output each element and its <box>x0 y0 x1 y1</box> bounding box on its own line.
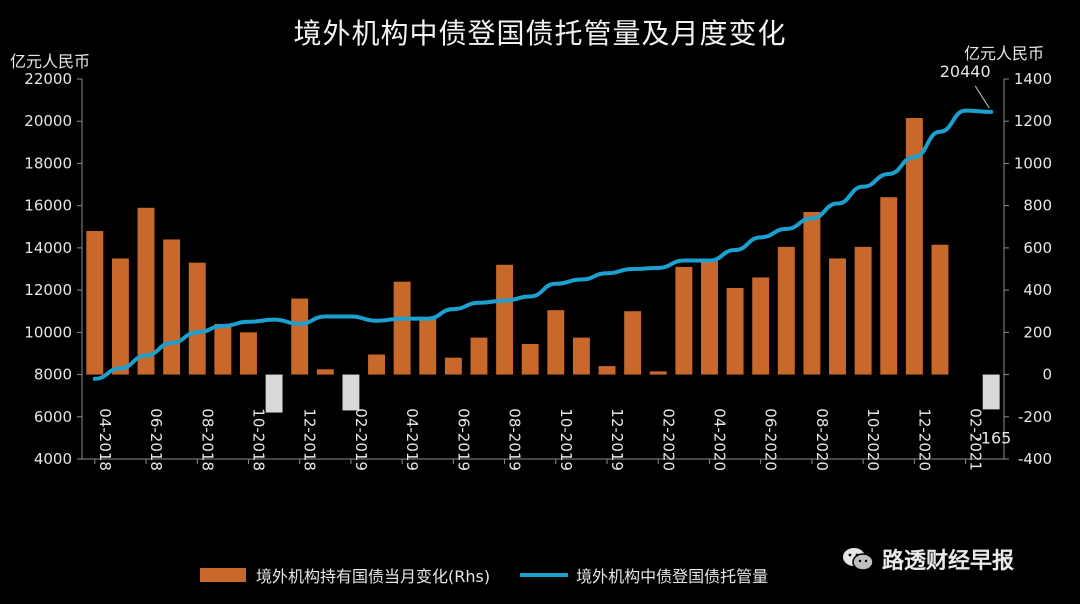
left-tick-label: 16000 <box>24 197 72 215</box>
bar-end-value-label: -165 <box>975 428 1011 447</box>
bar <box>86 231 104 375</box>
bar <box>265 374 283 413</box>
bar <box>521 343 539 375</box>
wechat-icon <box>843 548 874 571</box>
x-tick-label: 08-2019 <box>506 408 524 471</box>
x-tick-label: 04-2019 <box>403 408 421 471</box>
bar <box>726 288 744 375</box>
left-tick-label: 4000 <box>34 450 72 468</box>
holdings-line <box>92 108 994 381</box>
bar <box>342 374 360 411</box>
x-tick-label: 12-2018 <box>301 408 319 471</box>
right-tick-label: 600 <box>1023 239 1052 257</box>
x-tick-label: 10-2019 <box>557 408 575 471</box>
left-tick-label: 12000 <box>24 281 72 299</box>
source-label: 路透财经早报 <box>882 549 1015 574</box>
right-tick-label: 1200 <box>1014 112 1052 130</box>
right-axis-unit: 亿元人民币 <box>963 44 1044 63</box>
bar <box>598 366 616 375</box>
annotation-leader-line <box>974 85 990 109</box>
bar <box>752 277 770 375</box>
legend: 境外机构持有国债当月变化(Rhs) 境外机构中债登国债托管量 <box>200 562 920 588</box>
x-tick-label: 12-2019 <box>608 408 626 471</box>
x-tick-label: 06-2020 <box>762 408 780 471</box>
right-tick-label: 800 <box>1023 197 1052 215</box>
x-tick-label: 10-2020 <box>864 408 882 471</box>
bar <box>393 281 411 375</box>
x-tick-label: 08-2018 <box>198 408 216 471</box>
bar <box>547 310 565 375</box>
source-badge: 路透财经早报 <box>842 542 1062 576</box>
bar <box>854 246 872 375</box>
legend-bar-swatch <box>200 568 246 582</box>
x-tick-label: 02-2020 <box>659 408 677 471</box>
bar <box>649 371 667 375</box>
right-tick-label: 1400 <box>1014 70 1052 88</box>
bar <box>419 317 437 375</box>
legend-line-swatch <box>520 573 569 577</box>
x-tick-label: 02-2021 <box>967 408 985 471</box>
bar <box>675 266 693 375</box>
left-tick-label: 8000 <box>34 366 72 384</box>
line-end-value-label: 20440 <box>940 62 991 81</box>
chart-title: 境外机构中债登国债托管量及月度变化 <box>293 17 787 50</box>
left-tick-label: 18000 <box>24 154 72 172</box>
x-tick-label: 02-2019 <box>352 408 370 471</box>
bar <box>624 311 642 375</box>
bar <box>137 207 155 375</box>
bar <box>803 212 821 375</box>
legend-line-label: 境外机构中债登国债托管量 <box>576 567 769 586</box>
right-tick-label: 200 <box>1023 323 1052 341</box>
left-tick-label: 20000 <box>24 112 72 130</box>
left-tick-label: 14000 <box>24 239 72 257</box>
bar <box>188 262 206 375</box>
bar <box>931 244 949 375</box>
left-tick-label: 6000 <box>34 408 72 426</box>
right-tick-label: -200 <box>1018 408 1052 426</box>
bar <box>572 337 590 375</box>
left-axis-unit: 亿元人民币 <box>10 52 91 71</box>
bar <box>214 323 232 375</box>
x-tick-label: 04-2020 <box>710 408 728 471</box>
x-tick-label: 06-2019 <box>454 408 472 471</box>
bar <box>316 369 334 375</box>
right-tick-label: -400 <box>1018 450 1052 468</box>
bar <box>240 332 257 375</box>
bar <box>470 337 488 375</box>
x-tick-label: 08-2020 <box>813 408 831 471</box>
right-tick-label: 0 <box>1042 366 1052 384</box>
bar <box>777 246 795 375</box>
bar <box>905 118 923 375</box>
x-tick-label: 10-2018 <box>249 408 267 471</box>
right-tick-label: 1000 <box>1014 154 1052 172</box>
bar <box>829 258 846 375</box>
bar <box>291 298 309 375</box>
bar <box>111 258 129 375</box>
bar <box>444 357 462 375</box>
x-tick-label: 06-2018 <box>147 408 165 471</box>
bar <box>368 354 385 375</box>
bar <box>163 239 181 375</box>
left-tick-label: 10000 <box>24 323 72 341</box>
bar <box>496 264 514 375</box>
x-tick-label: 12-2020 <box>915 408 933 471</box>
x-tick-label: 04-2018 <box>96 408 114 471</box>
right-tick-label: 400 <box>1023 281 1052 299</box>
bar <box>880 197 898 375</box>
bar <box>982 374 1000 410</box>
legend-bar-label: 境外机构持有国债当月变化(Rhs) <box>256 567 491 586</box>
bar <box>701 260 718 375</box>
left-tick-label: 22000 <box>24 70 72 88</box>
